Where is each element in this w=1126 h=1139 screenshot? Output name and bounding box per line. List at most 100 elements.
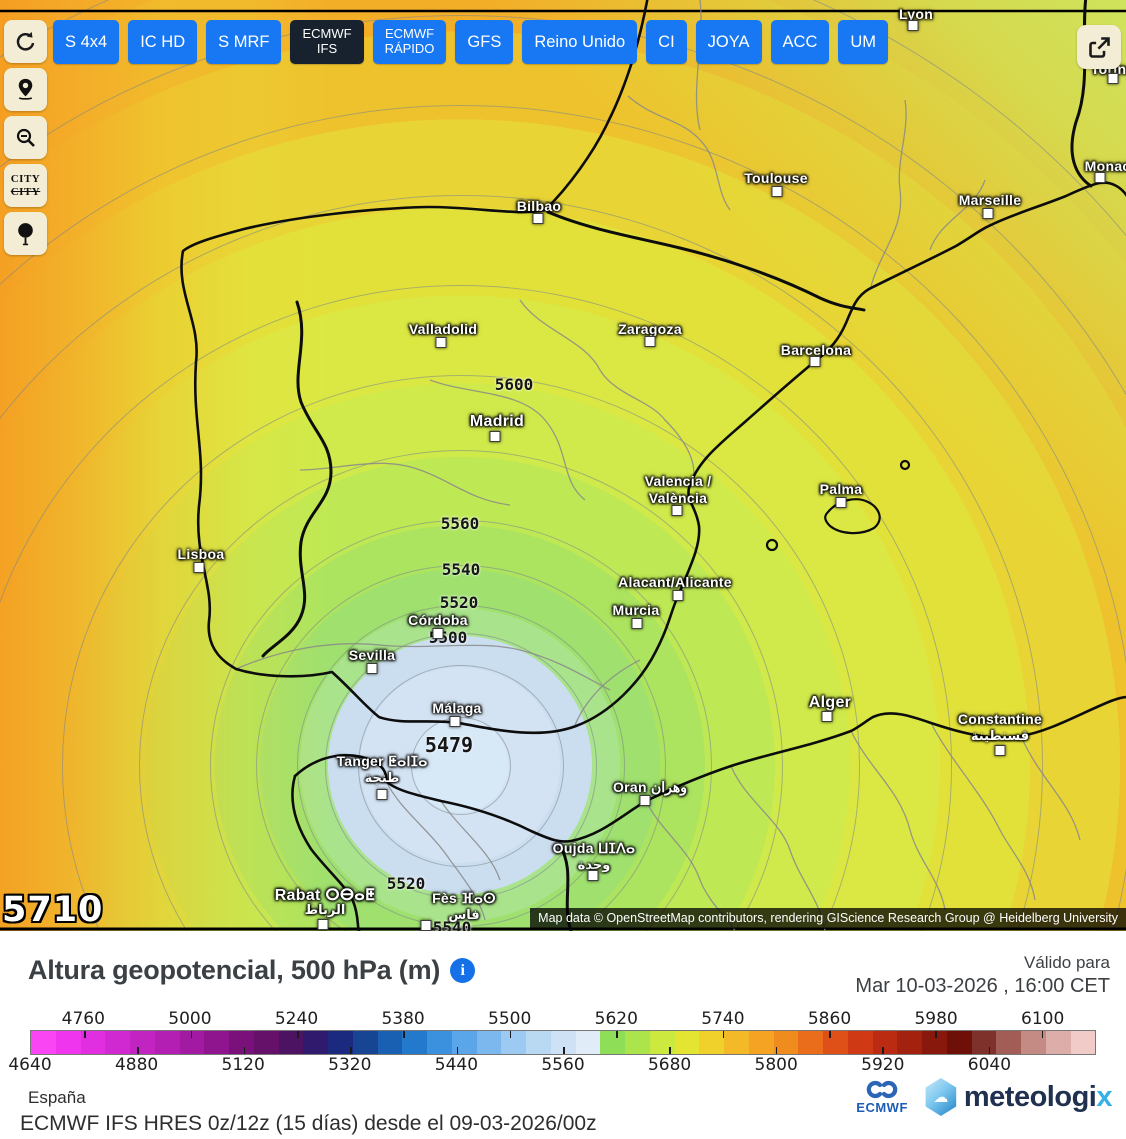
colorbar-tick-label: 4880 xyxy=(114,1055,159,1075)
colorbar-tick-label: 4760 xyxy=(61,1009,105,1029)
city-label: Constantine xyxy=(957,711,1043,727)
colorbar-segment xyxy=(748,1031,774,1054)
colorbar-tick xyxy=(563,1047,565,1054)
city-sublabel: قسنطينة xyxy=(970,729,1030,744)
colorbar-tick xyxy=(350,1047,352,1054)
city-sublabel: فاس xyxy=(448,908,480,923)
colorbar-segment xyxy=(1021,1031,1046,1054)
location-pin-button[interactable] xyxy=(4,68,47,111)
contour-value-label: 5600 xyxy=(494,375,534,394)
city-marker xyxy=(982,208,994,219)
colorbar-tick xyxy=(297,1031,299,1038)
zoom-out-button[interactable] xyxy=(4,116,47,159)
map-tool-sidebar: CITY CITY xyxy=(4,20,47,255)
colorbar-top-labels: 4760 5000 5240 5380 5500 5620 5740 5860 5980 6100 xyxy=(30,1009,1096,1030)
model-button-ic-hd[interactable]: IC HD xyxy=(128,20,198,64)
city-marker xyxy=(193,562,205,573)
colorbar-segment xyxy=(600,1031,625,1054)
city-toggle-button[interactable]: CITY CITY xyxy=(4,164,47,207)
info-icon[interactable]: i xyxy=(450,958,476,983)
colorbar-segment xyxy=(699,1031,724,1054)
contour-value-label: 5520 xyxy=(439,593,479,612)
colorbar-tick xyxy=(137,1047,139,1054)
contour-value-label: 5520 xyxy=(386,874,426,893)
colorbar-tick-label: 5680 xyxy=(647,1055,692,1075)
refresh-button[interactable] xyxy=(4,20,47,63)
colorbar-tick-label: 5920 xyxy=(861,1055,905,1075)
colorbar-segment xyxy=(179,1031,205,1054)
colorbar-segment xyxy=(649,1031,675,1054)
weather-map[interactable]: LyonTorinoMonacoToulouseMarseilleBilbaoV… xyxy=(0,0,1126,931)
model-button-gfs[interactable]: GFS xyxy=(455,20,514,64)
model-button-reino-unido[interactable]: Reino Unido xyxy=(522,20,638,64)
model-button-s-4x4[interactable]: S 4x4 xyxy=(53,20,120,64)
colorbar-segment xyxy=(427,1031,452,1054)
colorbar-segment xyxy=(625,1031,650,1054)
colorbar-tick-label: 5380 xyxy=(381,1009,425,1029)
colorbar-segment xyxy=(476,1031,502,1054)
colorbar-segment xyxy=(724,1031,749,1054)
city-label: València xyxy=(648,490,708,506)
city-label: Marseille xyxy=(958,192,1022,208)
colorbar-tick-label: 5980 xyxy=(914,1009,958,1029)
colorbar-tick-label: 5240 xyxy=(274,1009,319,1029)
colorbar-tick xyxy=(509,1031,512,1038)
city-label: Zaragoza xyxy=(618,321,682,337)
colorbar-tick-label: 6100 xyxy=(1021,1009,1065,1029)
contour-ring xyxy=(0,105,1126,931)
colorbar-tick xyxy=(1041,1031,1044,1038)
colorbar-tick-label: 4640 xyxy=(8,1055,52,1075)
model-button-joya[interactable]: JOYA xyxy=(695,20,762,64)
page-title: Altura geopotencial, 500 hPa (m) xyxy=(28,955,441,985)
meteologix-logo[interactable]: ☁ meteologix xyxy=(924,1078,1112,1116)
colorbar-tick xyxy=(190,1031,193,1038)
balloon-marker-button[interactable] xyxy=(4,212,47,255)
contour-value-label: 5560 xyxy=(440,514,480,533)
city-label: Lisboa xyxy=(177,546,225,562)
model-button-s-mrf[interactable]: S MRF xyxy=(206,20,282,64)
title-row: Altura geopotencial, 500 hPa (m) i xyxy=(28,955,476,986)
share-button[interactable] xyxy=(1077,25,1121,69)
colorbar-segment xyxy=(303,1031,328,1054)
refresh-icon xyxy=(16,31,34,51)
city-label: Oran وهران xyxy=(612,779,688,795)
colorbar-segment xyxy=(922,1031,947,1054)
colorbar-segment xyxy=(872,1031,898,1054)
colorbar-tick-label: 5860 xyxy=(807,1009,852,1029)
colorbar-tick xyxy=(935,1031,937,1038)
colorbar-segment xyxy=(1070,1031,1096,1054)
colorbar-segment xyxy=(1045,1031,1071,1054)
model-button-ci[interactable]: CI xyxy=(646,20,687,64)
city-label: Toulouse xyxy=(744,170,808,186)
colorbar-segment xyxy=(229,1031,254,1054)
city-marker xyxy=(671,505,683,516)
colorbar-tick xyxy=(84,1031,86,1038)
contour-value-label: 5479 xyxy=(424,733,474,757)
city-label: Palma xyxy=(819,481,863,497)
model-button-um[interactable]: UM xyxy=(838,20,889,64)
map-attribution: Map data © OpenStreetMap contributors, r… xyxy=(530,908,1126,929)
city-sublabel: وجدة xyxy=(577,858,611,873)
colorbar-segment xyxy=(451,1031,477,1054)
colorbar-tick-label: 5800 xyxy=(754,1055,798,1075)
city-marker xyxy=(672,590,684,601)
city-label: Sevilla xyxy=(348,647,396,663)
city-marker xyxy=(994,745,1006,756)
model-button-ecmwf-rápido[interactable]: ECMWF RÁPIDO xyxy=(372,20,447,64)
coastline-borders-layer xyxy=(0,0,1126,931)
contour-value-label: 5540 xyxy=(441,560,481,579)
colorbar-segment xyxy=(253,1031,279,1054)
colorbar-segment xyxy=(328,1031,353,1054)
colorbar-segment xyxy=(80,1031,106,1054)
city-marker xyxy=(532,213,544,224)
city-marker xyxy=(631,618,643,629)
colorbar-tick xyxy=(403,1031,405,1038)
colorbar-segment xyxy=(996,1031,1021,1054)
model-button-ecmwf-ifs[interactable]: ECMWF IFS xyxy=(290,20,364,64)
ecmwf-logo[interactable]: ECMWF xyxy=(856,1080,908,1115)
model-button-line: IFS xyxy=(316,41,338,56)
model-button-acc[interactable]: ACC xyxy=(770,20,830,64)
colorbar-tick-label: 5000 xyxy=(168,1009,212,1029)
colorbar-segment xyxy=(971,1031,997,1054)
